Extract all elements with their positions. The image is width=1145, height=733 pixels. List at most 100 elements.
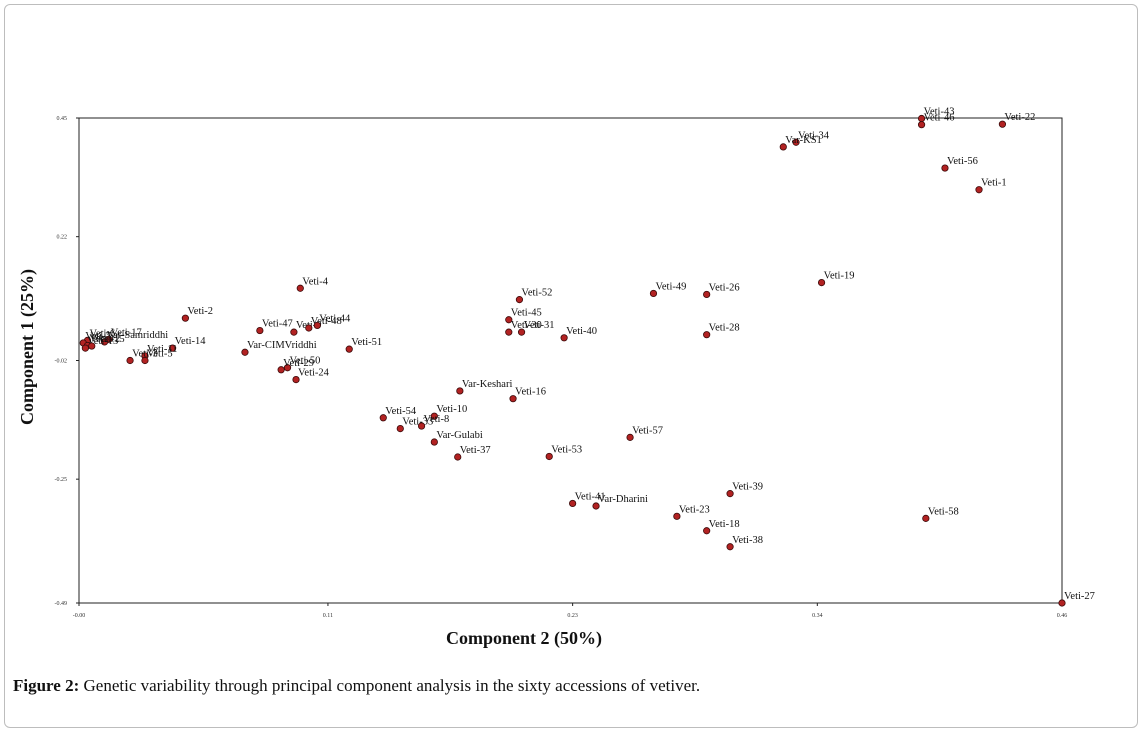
point-label: Veti-48 — [311, 316, 342, 327]
data-point: Veti-26 — [703, 282, 740, 299]
x-tick-label: 0.34 — [812, 613, 823, 619]
data-point: Veti-14 — [169, 336, 207, 352]
data-point: Veti-30 — [505, 320, 542, 336]
point-label: Veti-43 — [924, 107, 955, 118]
point-label: Var-CIMVriddhi — [247, 340, 317, 351]
y-tick-label: 0.22 — [57, 235, 68, 241]
figure-frame — [4, 4, 1138, 728]
data-point: Veti-37 — [454, 445, 491, 461]
caption-text: Genetic variability through principal co… — [83, 676, 701, 695]
point-label: Var-KS1 — [785, 135, 822, 146]
y-tick-label: -0.02 — [55, 359, 68, 365]
point-marker — [975, 186, 983, 194]
point-marker — [703, 290, 711, 299]
point-marker — [545, 452, 553, 461]
point-label: Veti-6 — [90, 328, 116, 339]
point-marker — [509, 395, 517, 403]
data-point: Veti-38 — [726, 535, 763, 551]
data-point: Veti-49 — [649, 281, 686, 298]
data-point: Veti-16 — [509, 387, 546, 403]
point-label: Veti-12 — [90, 334, 121, 345]
point-marker — [81, 344, 89, 352]
point-label: Veti-34 — [798, 130, 830, 141]
point-label: Veti-54 — [385, 406, 417, 417]
point-label: Veti-7 — [85, 331, 111, 342]
point-label: Veti-41 — [575, 491, 606, 502]
point-label: Veti-28 — [709, 323, 740, 334]
point-marker — [649, 289, 658, 298]
x-tick-label: 0.46 — [1057, 613, 1068, 619]
figure-caption: Figure 2: Genetic variability through pr… — [13, 676, 700, 696]
plot-area — [78, 117, 1063, 604]
point-label: Veti-31 — [524, 320, 555, 331]
data-point: Veti-31 — [517, 320, 555, 336]
point-marker — [313, 321, 321, 330]
y-tick-label: 0.45 — [57, 116, 68, 122]
point-marker — [283, 364, 292, 372]
data-point: Veti-5 — [141, 349, 173, 365]
data-point: Veti-13 — [81, 336, 118, 352]
point-marker — [126, 356, 134, 365]
data-point: Veti-2 — [181, 306, 213, 322]
data-point: Veti-3 — [126, 349, 158, 365]
point-label: Veti-26 — [709, 282, 740, 293]
point-marker — [290, 328, 298, 336]
data-point: Veti-54 — [379, 406, 417, 422]
point-marker — [1058, 599, 1066, 607]
point-marker — [430, 438, 438, 446]
y-tick-label: -0.49 — [55, 601, 68, 607]
point-label: Veti-2 — [187, 306, 213, 317]
point-marker — [703, 331, 711, 339]
data-point: Veti-39 — [726, 482, 763, 498]
data-point: Var-CIMVriddhi — [241, 340, 317, 356]
data-point: Veti-52 — [515, 288, 552, 304]
point-marker — [454, 453, 462, 461]
point-label: Veti-14 — [175, 336, 207, 347]
point-label: Veti-39 — [732, 482, 763, 493]
point-marker — [505, 328, 513, 336]
data-point: Veti-28 — [703, 323, 740, 339]
point-marker — [277, 366, 285, 374]
point-marker — [100, 338, 109, 346]
point-marker — [673, 512, 681, 520]
point-marker — [241, 348, 249, 356]
point-label: Veti-50 — [290, 356, 321, 367]
data-point: Veti-43 — [917, 107, 955, 123]
point-marker — [430, 412, 438, 420]
data-point: Veti-46 — [917, 113, 954, 129]
point-marker — [88, 342, 96, 350]
point-label: Veti-24 — [298, 368, 330, 379]
point-marker — [292, 375, 300, 384]
point-marker — [569, 499, 577, 508]
point-label: Veti-56 — [947, 156, 978, 167]
point-marker — [181, 314, 189, 322]
point-label: Veti-11 — [147, 344, 178, 355]
data-point: Veti-15 — [88, 334, 125, 350]
data-point: Veti-18 — [703, 519, 740, 535]
point-marker — [779, 143, 787, 151]
data-point: Veti-57 — [626, 425, 663, 441]
point-marker — [941, 164, 949, 172]
pca-scatter-chart: -0.00 0.11 0.23 0.34 0.46 0.45 0.22 -0.02 -0.25… — [17, 107, 1095, 649]
data-point: Var-Dharini — [592, 494, 648, 510]
data-point: Veti-53 — [545, 444, 582, 461]
point-marker — [626, 433, 634, 441]
data-point: Veti-23 — [673, 504, 710, 520]
point-label: Veti-58 — [928, 506, 959, 517]
point-marker — [560, 334, 568, 342]
data-point: Veti-51 — [345, 337, 382, 353]
point-label: Veti-30 — [511, 320, 542, 331]
point-label: Var-Samriddhi — [107, 330, 169, 341]
point-label: Veti-52 — [521, 288, 552, 299]
data-point: Var-Keshari — [456, 379, 512, 395]
point-marker — [345, 345, 353, 353]
point-label: Veti-3 — [132, 349, 158, 360]
point-label: Veti-1 — [981, 178, 1007, 189]
point-label: Veti-40 — [566, 326, 597, 337]
data-point: Veti-41 — [569, 491, 606, 508]
point-marker — [517, 328, 526, 336]
data-point: Veti-56 — [941, 156, 978, 172]
y-axis-label: Component 1 (25%) — [17, 269, 38, 425]
x-tick-label: 0.23 — [567, 613, 578, 619]
